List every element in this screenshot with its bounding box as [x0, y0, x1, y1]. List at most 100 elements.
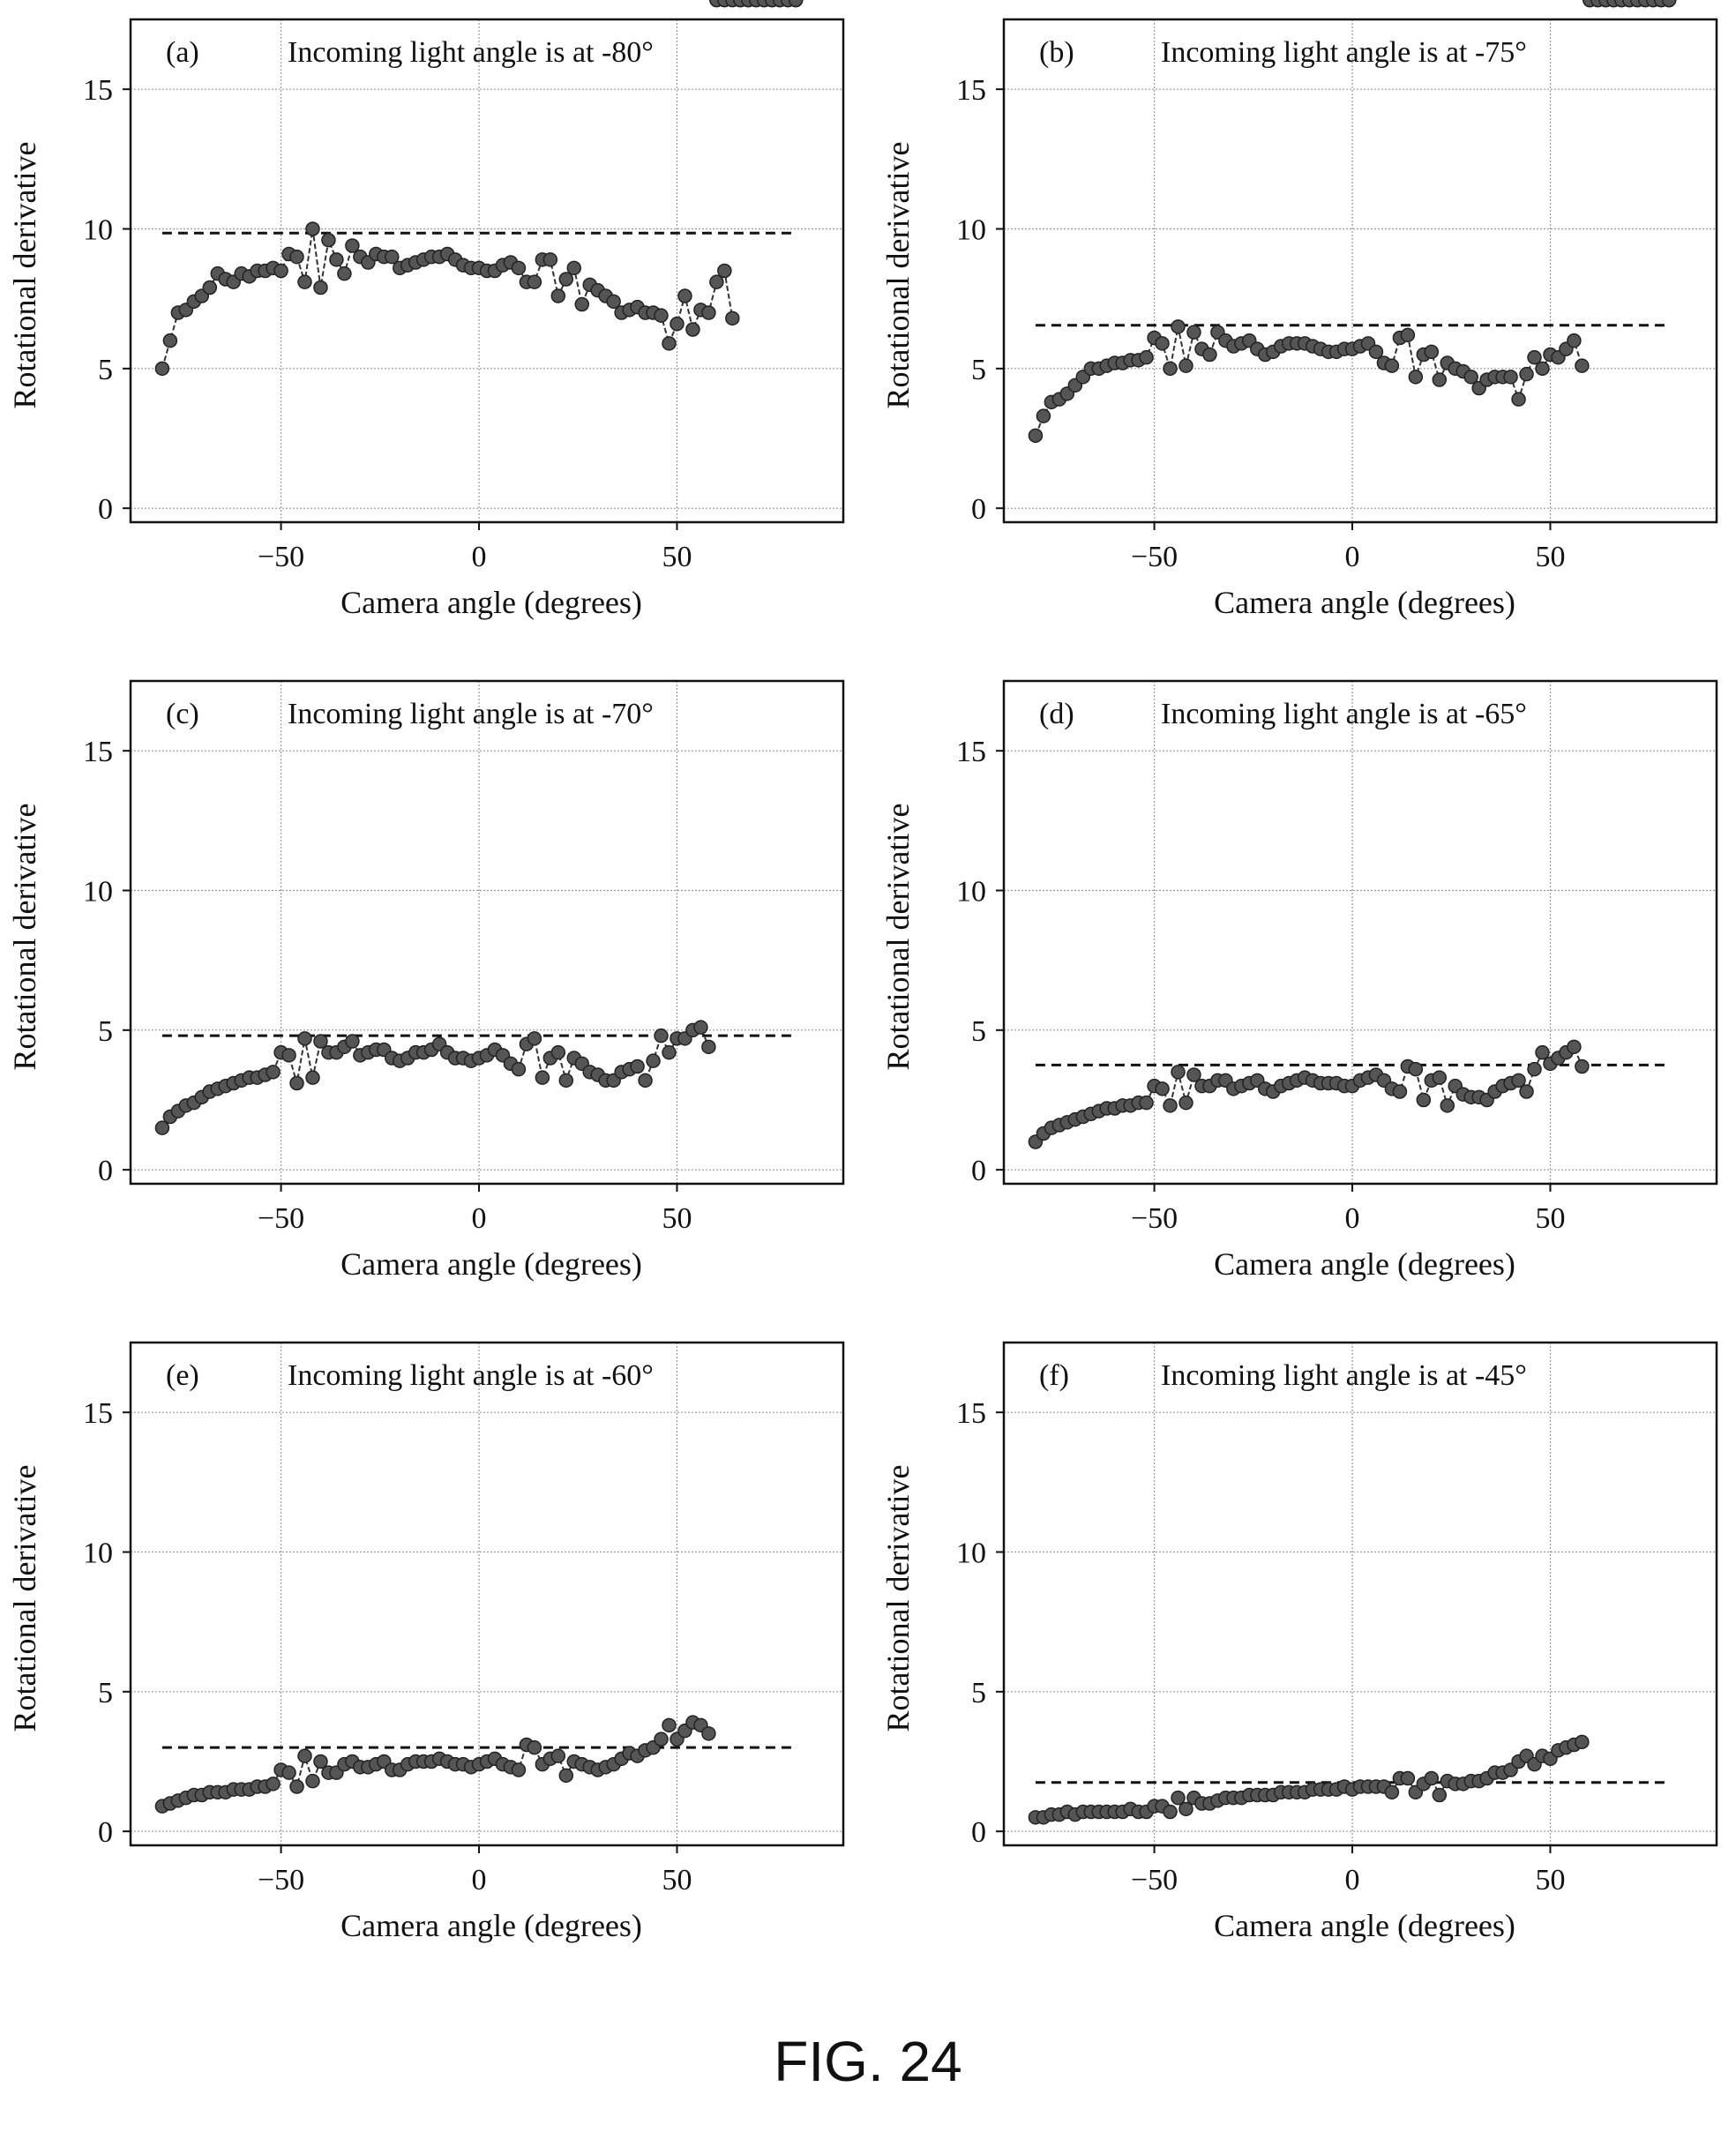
plot-frame — [129, 1341, 845, 1847]
data-point — [1028, 428, 1044, 444]
y-axis-label: Rotational derivative — [880, 142, 916, 409]
data-point — [1424, 1770, 1440, 1786]
y-tick-label: 10 — [956, 214, 986, 247]
x-tick-label: 50 — [662, 1202, 692, 1235]
y-tick-label: 5 — [971, 354, 986, 386]
y-axis-label: Rotational derivative — [7, 804, 42, 1071]
data-point — [527, 1031, 542, 1046]
data-point — [266, 1065, 281, 1080]
y-tick-label: 0 — [98, 1155, 113, 1187]
data-point — [1432, 372, 1448, 387]
data-point — [1171, 1790, 1186, 1806]
data-point — [313, 280, 328, 295]
y-tick-label: 15 — [956, 74, 986, 107]
data-point — [1179, 1801, 1194, 1817]
data-point — [566, 260, 582, 276]
data-point — [511, 1061, 527, 1077]
x-axis-label: Camera angle (degrees) — [340, 585, 642, 620]
data-point — [1575, 358, 1590, 373]
y-tick-label: 15 — [83, 1397, 113, 1430]
data-point — [297, 1748, 312, 1763]
x-tick-label: −50 — [258, 1864, 304, 1896]
y-tick-label: 0 — [971, 1155, 986, 1187]
data-point — [1567, 1039, 1582, 1055]
data-point — [1400, 1770, 1416, 1786]
data-point — [1163, 1804, 1178, 1820]
data-point — [337, 266, 352, 281]
y-tick-label: 5 — [98, 1677, 113, 1709]
data-point — [305, 1773, 320, 1789]
x-tick-label: 0 — [1345, 1864, 1360, 1896]
data-point — [662, 1717, 677, 1733]
x-tick-label: 0 — [1345, 1202, 1360, 1235]
y-tick-label: 0 — [971, 493, 986, 526]
data-point — [1155, 1081, 1170, 1096]
chart-title: Incoming light angle is at -60° — [288, 1359, 654, 1392]
y-axis-label: Rotational derivative — [7, 1465, 42, 1732]
panel-label: (c) — [166, 698, 199, 730]
data-point — [654, 1028, 669, 1044]
data-point — [297, 274, 312, 289]
y-tick-label: 10 — [83, 876, 113, 909]
y-tick-label: 10 — [956, 1537, 986, 1570]
data-point — [558, 1768, 574, 1784]
data-point — [345, 1034, 360, 1049]
data-point — [313, 1754, 328, 1769]
y-tick-label: 10 — [956, 876, 986, 909]
data-point — [1171, 1065, 1186, 1080]
data-point — [1036, 408, 1051, 423]
x-tick-label: −50 — [1131, 1864, 1178, 1896]
data-point — [542, 252, 558, 267]
data-point — [162, 333, 178, 348]
data-point — [511, 260, 527, 276]
data-point — [1139, 349, 1154, 365]
y-tick-label: 5 — [971, 1015, 986, 1048]
data-point — [1202, 347, 1217, 363]
data-point — [646, 1053, 661, 1068]
data-point — [701, 305, 716, 320]
data-point — [273, 263, 288, 279]
data-point — [289, 1779, 304, 1794]
y-tick-label: 15 — [83, 736, 113, 768]
x-tick-label: −50 — [1131, 1202, 1178, 1235]
data-point — [281, 1765, 296, 1780]
panel-label: (b) — [1039, 36, 1074, 69]
data-point — [202, 280, 218, 295]
data-point — [1440, 1098, 1455, 1113]
data-point — [1519, 366, 1534, 382]
data-point — [1186, 325, 1201, 340]
x-tick-label: 50 — [1535, 1864, 1565, 1896]
y-axis-label: Rotational derivative — [880, 1465, 916, 1732]
data-point — [1384, 358, 1400, 373]
data-point — [1535, 1044, 1550, 1060]
x-axis-label: Camera angle (degrees) — [340, 1908, 642, 1943]
plot-frame — [1002, 18, 1718, 524]
data-point — [1424, 344, 1440, 360]
data-point — [606, 294, 621, 310]
data-point — [654, 1732, 669, 1747]
data-point — [677, 288, 692, 303]
data-point — [305, 221, 320, 236]
panel-label: (a) — [166, 36, 199, 69]
data-point — [701, 1726, 716, 1741]
data-point — [558, 272, 574, 287]
data-point — [1408, 370, 1424, 385]
data-point — [638, 1073, 653, 1088]
data-point — [1171, 319, 1186, 334]
y-tick-label: 5 — [98, 354, 113, 386]
data-point — [1139, 1095, 1154, 1111]
data-point — [1163, 1098, 1178, 1113]
data-point — [574, 296, 589, 312]
data-point — [281, 1048, 296, 1063]
data-point — [1179, 358, 1194, 373]
data-point — [1567, 333, 1582, 348]
data-point — [1511, 392, 1526, 407]
data-point — [1511, 1073, 1526, 1088]
data-point — [550, 288, 566, 303]
data-point — [701, 1039, 716, 1055]
data-point — [154, 361, 170, 377]
